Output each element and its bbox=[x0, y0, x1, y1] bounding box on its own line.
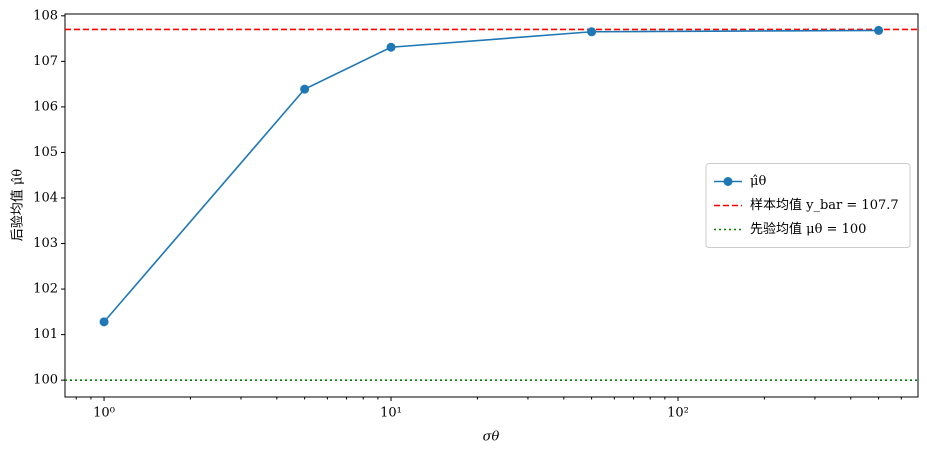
legend-label: μ̂θ bbox=[750, 174, 766, 189]
data-point bbox=[386, 42, 396, 52]
data-point bbox=[99, 317, 109, 327]
x-tick-label: 10² bbox=[667, 406, 689, 421]
x-tick-label: 10¹ bbox=[380, 406, 402, 421]
x-tick-label: 10⁰ bbox=[93, 406, 115, 421]
legend-label: 先验均值 μθ = 100 bbox=[750, 221, 866, 237]
y-tick-label: 104 bbox=[33, 190, 58, 205]
y-tick-label: 107 bbox=[33, 54, 58, 69]
y-tick-label: 103 bbox=[33, 236, 58, 251]
y-tick-label: 100 bbox=[33, 373, 58, 388]
legend-label: 样本均值 y_bar = 107.7 bbox=[750, 197, 899, 213]
x-axis-label: σθ bbox=[483, 430, 500, 445]
legend-marker bbox=[723, 177, 733, 186]
y-tick-label: 105 bbox=[33, 145, 58, 160]
legend-box bbox=[705, 163, 911, 248]
y-tick-label: 108 bbox=[33, 8, 58, 23]
data-point bbox=[300, 84, 310, 94]
y-tick-label: 106 bbox=[33, 99, 58, 114]
plot-frame bbox=[64, 13, 919, 398]
y-axis-label: 后验均值 μ̂θ bbox=[10, 169, 26, 242]
data-point bbox=[587, 27, 597, 37]
y-tick-label: 102 bbox=[33, 282, 58, 297]
y-tick-label: 101 bbox=[33, 327, 58, 342]
legend: μ̂θ 样本均值 y_bar = 107.7 先验均值 μθ = 100 bbox=[705, 163, 911, 248]
data-point bbox=[874, 25, 884, 35]
